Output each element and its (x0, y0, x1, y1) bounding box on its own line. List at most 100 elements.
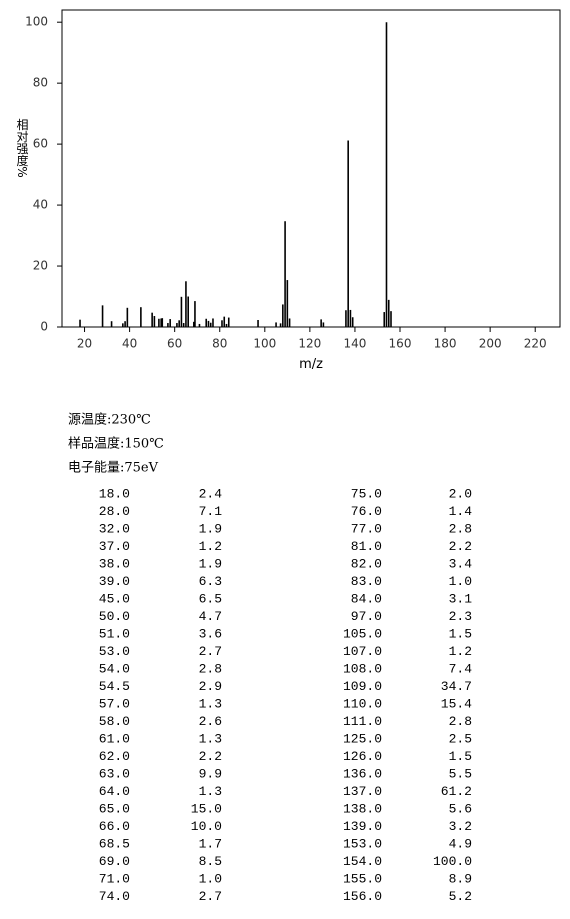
table-cell: 1.0 (449, 574, 472, 589)
table-cell: 2.7 (199, 644, 222, 659)
y-tick-label: 100 (25, 15, 48, 29)
table-cell: 2.8 (199, 661, 222, 676)
table-cell: 3.6 (199, 626, 222, 641)
y-tick-label: 0 (40, 320, 48, 334)
table-cell: 105.0 (343, 626, 382, 641)
table-cell: 15.4 (441, 696, 472, 711)
table-cell: 1.0 (199, 871, 222, 886)
table-cell: 125.0 (343, 731, 382, 746)
info-line: 源温度:230℃ (68, 412, 151, 428)
table-cell: 138.0 (343, 801, 382, 816)
table-cell: 3.1 (449, 591, 473, 606)
y-tick-label: 80 (33, 76, 48, 90)
table-cell: 34.7 (441, 679, 472, 694)
table-cell: 137.0 (343, 784, 382, 799)
table-cell: 62.0 (99, 749, 130, 764)
table-cell: 2.8 (449, 714, 472, 729)
table-cell: 54.0 (99, 661, 130, 676)
x-tick-label: 160 (389, 337, 412, 351)
table-cell: 77.0 (351, 521, 382, 536)
table-cell: 6.3 (199, 574, 222, 589)
table-cell: 74.0 (99, 889, 130, 904)
table-cell: 155.0 (343, 871, 382, 886)
table-cell: 18.0 (99, 486, 130, 501)
table-cell: 6.5 (199, 591, 222, 606)
table-cell: 3.2 (449, 819, 472, 834)
info-line: 电子能量:75eV (68, 461, 159, 476)
table-cell: 28.0 (99, 504, 130, 519)
table-cell: 65.0 (99, 801, 130, 816)
table-cell: 153.0 (343, 836, 382, 851)
table-cell: 97.0 (351, 609, 382, 624)
table-cell: 100.0 (433, 854, 472, 869)
plot-frame (61, 9, 561, 328)
table-cell: 2.5 (449, 731, 472, 746)
table-cell: 2.2 (199, 749, 222, 764)
x-axis-label: m/z (299, 357, 323, 372)
table-cell: 83.0 (351, 574, 382, 589)
table-cell: 51.0 (99, 626, 130, 641)
table-cell: 64.0 (99, 784, 130, 799)
table-cell: 9.9 (199, 766, 222, 781)
table-cell: 107.0 (343, 644, 382, 659)
x-tick-label: 120 (298, 337, 321, 351)
table-cell: 1.2 (199, 539, 222, 554)
table-cell: 76.0 (351, 504, 382, 519)
y-tick-label: 20 (33, 259, 48, 273)
table-cell: 156.0 (343, 889, 382, 904)
table-cell: 39.0 (99, 574, 130, 589)
table-cell: 7.4 (449, 661, 473, 676)
table-cell: 57.0 (99, 696, 130, 711)
table-cell: 4.7 (199, 609, 222, 624)
table-cell: 110.0 (343, 696, 382, 711)
x-tick-label: 200 (479, 337, 502, 351)
table-cell: 5.6 (449, 801, 472, 816)
table-cell: 68.5 (99, 836, 130, 851)
table-cell: 54.5 (99, 679, 130, 694)
x-tick-label: 20 (77, 337, 92, 351)
x-tick-label: 40 (122, 337, 137, 351)
table-cell: 1.5 (449, 626, 472, 641)
table-cell: 1.5 (449, 749, 472, 764)
y-tick-label: 40 (33, 198, 48, 212)
table-cell: 66.0 (99, 819, 130, 834)
table-cell: 50.0 (99, 609, 130, 624)
x-tick-label: 220 (524, 337, 547, 351)
x-tick-label: 60 (167, 337, 182, 351)
table-cell: 1.4 (449, 504, 473, 519)
table-cell: 84.0 (351, 591, 382, 606)
table-cell: 69.0 (99, 854, 130, 869)
table-cell: 45.0 (99, 591, 130, 606)
table-cell: 2.7 (199, 889, 222, 904)
x-tick-label: 140 (343, 337, 366, 351)
table-cell: 38.0 (99, 556, 130, 571)
table-cell: 1.3 (199, 731, 222, 746)
table-cell: 32.0 (99, 521, 130, 536)
table-cell: 1.3 (199, 784, 222, 799)
table-cell: 81.0 (351, 539, 382, 554)
info-line: 样品温度:150℃ (68, 436, 164, 452)
x-tick-label: 180 (434, 337, 457, 351)
table-cell: 2.2 (449, 539, 472, 554)
table-cell: 3.4 (449, 556, 473, 571)
table-cell: 1.3 (199, 696, 222, 711)
table-cell: 63.0 (99, 766, 130, 781)
table-cell: 5.2 (449, 889, 472, 904)
y-axis-label: 相对强度% (15, 118, 29, 178)
x-tick-label: 80 (212, 337, 227, 351)
table-cell: 58.0 (99, 714, 130, 729)
table-cell: 109.0 (343, 679, 382, 694)
table-cell: 2.6 (199, 714, 222, 729)
y-tick-label: 60 (33, 137, 48, 151)
table-cell: 37.0 (99, 539, 130, 554)
table-cell: 10.0 (191, 819, 222, 834)
table-cell: 1.9 (199, 556, 222, 571)
table-cell: 15.0 (191, 801, 222, 816)
table-cell: 154.0 (343, 854, 382, 869)
table-cell: 75.0 (351, 486, 382, 501)
table-cell: 2.8 (449, 521, 472, 536)
table-cell: 8.9 (449, 871, 472, 886)
table-cell: 136.0 (343, 766, 382, 781)
table-cell: 1.7 (199, 836, 222, 851)
